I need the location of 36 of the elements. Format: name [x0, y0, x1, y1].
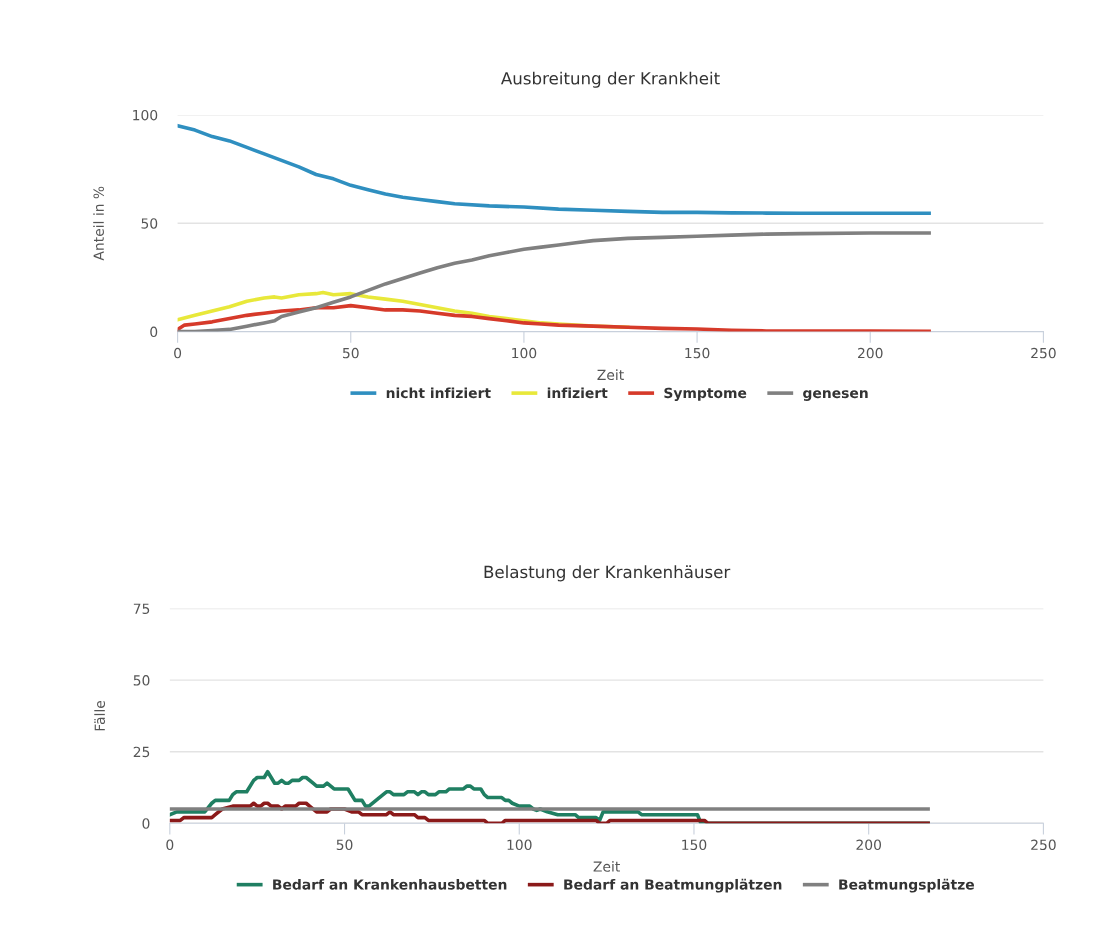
x-tick-label: 100: [507, 839, 532, 851]
x-tick-label: 100: [512, 347, 537, 359]
x-tick-label: 250: [1031, 347, 1056, 359]
x-tick-label: 250: [1031, 839, 1056, 851]
y-tick-label: 50: [133, 675, 150, 686]
x-tick-label: 150: [682, 839, 707, 851]
chart-title: Belastung der Krankenhäuser: [484, 565, 731, 582]
x-axis-title: Zeit: [593, 861, 620, 872]
y-tick-label: 25: [133, 746, 150, 758]
legend-label: Bedarf an Krankenhausbetten: [273, 878, 507, 890]
y-axis-title: Fälle: [94, 700, 106, 731]
x-tick-label: 0: [166, 839, 174, 851]
y-tick-label: 0: [142, 818, 150, 829]
legend-label: Symptome: [664, 387, 747, 401]
x-tick-label: 200: [856, 839, 882, 851]
x-axis-title: Zeit: [597, 369, 624, 381]
x-tick-label: 50: [343, 347, 359, 359]
y-tick-label: 75: [133, 603, 150, 615]
y-tick-label: 50: [141, 218, 158, 229]
line-series: [177, 231, 931, 332]
legend-label: infiziert: [547, 387, 608, 399]
legend-label: genesen: [803, 390, 868, 401]
y-tick-label: 100: [133, 109, 158, 121]
x-tick-label: 150: [685, 347, 710, 359]
legend-label: nicht infiziert: [386, 387, 491, 399]
chart-title: Ausbreitung der Krankheit: [500, 71, 720, 88]
line-series: [169, 801, 930, 824]
legend-label: Bedarf an Beatmungplätzen: [564, 878, 782, 893]
x-tick-label: 0: [174, 347, 182, 359]
y-tick-label: 0: [150, 326, 158, 338]
x-tick-label: 200: [858, 347, 883, 359]
line-series: [177, 303, 931, 332]
line-series: [177, 123, 931, 216]
x-tick-label: 50: [336, 839, 353, 851]
y-axis-title: Anteil in %: [93, 186, 104, 261]
legend-label: Beatmungsplätze: [839, 878, 975, 893]
